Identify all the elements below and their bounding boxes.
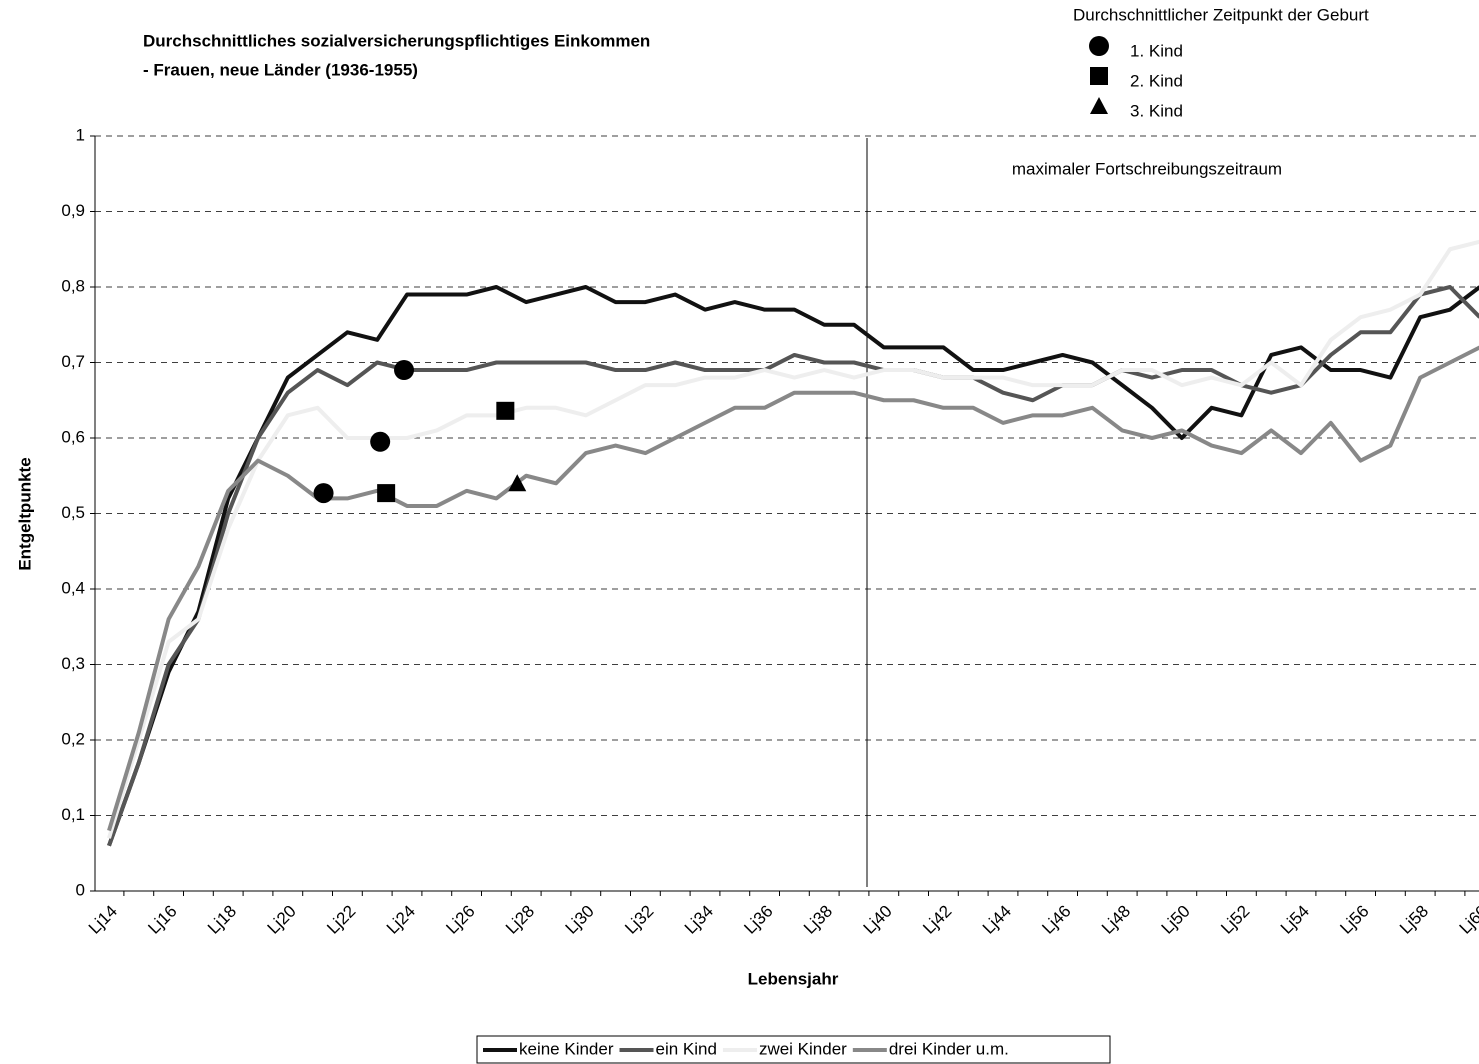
y-tick-label: 0,5 (61, 503, 85, 522)
y-tick-label: 0,4 (61, 578, 85, 597)
x-tick-label: Lj22 (323, 902, 359, 938)
y-axis-label: Entgeltpunkte (15, 457, 34, 570)
legend-box (476, 1035, 1111, 1064)
marker-legend-label: 3. Kind (1130, 101, 1183, 120)
series-line (107, 345, 1479, 832)
legend-label: drei Kinder u.m. (889, 1039, 1009, 1058)
birth-marker (1090, 97, 1108, 114)
birth-marker (313, 483, 334, 504)
birth-marker (394, 360, 415, 381)
x-tick-label: Lj52 (1217, 902, 1253, 938)
x-tick-label: Lj50 (1158, 902, 1194, 938)
x-tick-label: Lj48 (1098, 902, 1134, 938)
x-tick-label: Lj46 (1038, 902, 1074, 938)
x-tick-label: Lj36 (740, 902, 776, 938)
x-tick-label: Lj30 (562, 902, 598, 938)
birth-marker (1089, 36, 1109, 56)
x-tick-label: Lj58 (1396, 902, 1432, 938)
birth-marker (496, 401, 515, 420)
x-tick-label: Lj42 (919, 902, 955, 938)
x-tick-label: Lj32 (621, 902, 657, 938)
series-line (107, 239, 1479, 839)
y-tick-label: 0,6 (61, 427, 85, 446)
marker-legend-label: 1. Kind (1130, 41, 1183, 60)
x-tick-label: Lj34 (681, 902, 717, 938)
y-tick-label: 0,1 (61, 805, 85, 824)
birth-marker (370, 431, 391, 452)
annotation: maximaler Fortschreibungszeitraum (1012, 159, 1282, 178)
y-tick-label: 0,3 (61, 654, 85, 673)
marker-legend-label: 2. Kind (1130, 71, 1183, 90)
x-tick-label: Lj44 (979, 902, 1015, 938)
x-tick-label: Lj56 (1336, 902, 1372, 938)
x-axis-label: Lebensjahr (748, 969, 839, 988)
x-tick-label: Lj16 (144, 902, 180, 938)
marker-legend-title: Durchschnittlicher Zeitpunkt der Geburt (1073, 5, 1369, 24)
x-tick-label: Lj20 (264, 902, 300, 938)
chart-subtitle: - Frauen, neue Länder (1936-1955) (143, 60, 418, 79)
x-tick-label: Lj26 (442, 902, 478, 938)
x-tick-label: Lj14 (85, 902, 121, 938)
x-tick-label: Lj38 (800, 902, 836, 938)
x-tick-label: Lj28 (502, 902, 538, 938)
y-tick-label: 0,8 (61, 276, 85, 295)
legend-label: zwei Kinder (759, 1039, 847, 1058)
y-tick-label: 0,2 (61, 729, 85, 748)
x-tick-label: Lj24 (383, 902, 419, 938)
series-line (107, 285, 1479, 847)
y-tick-label: 0,7 (61, 352, 85, 371)
x-tick-label: Lj18 (204, 902, 240, 938)
x-tick-label: Lj54 (1277, 902, 1313, 938)
chart-title: Durchschnittliches sozialversicherungspf… (143, 31, 650, 50)
x-tick-label: Lj60 (1456, 902, 1479, 938)
y-tick-label: 0 (76, 880, 85, 899)
birth-marker (377, 484, 396, 503)
birth-marker (508, 474, 527, 492)
legend-label: ein Kind (656, 1039, 717, 1058)
legend-label: keine Kinder (519, 1039, 614, 1058)
y-tick-label: 1 (76, 125, 85, 144)
y-tick-label: 0,9 (61, 201, 85, 220)
birth-marker (1090, 67, 1108, 85)
x-tick-label: Lj40 (860, 902, 896, 938)
series-line (107, 285, 1479, 847)
